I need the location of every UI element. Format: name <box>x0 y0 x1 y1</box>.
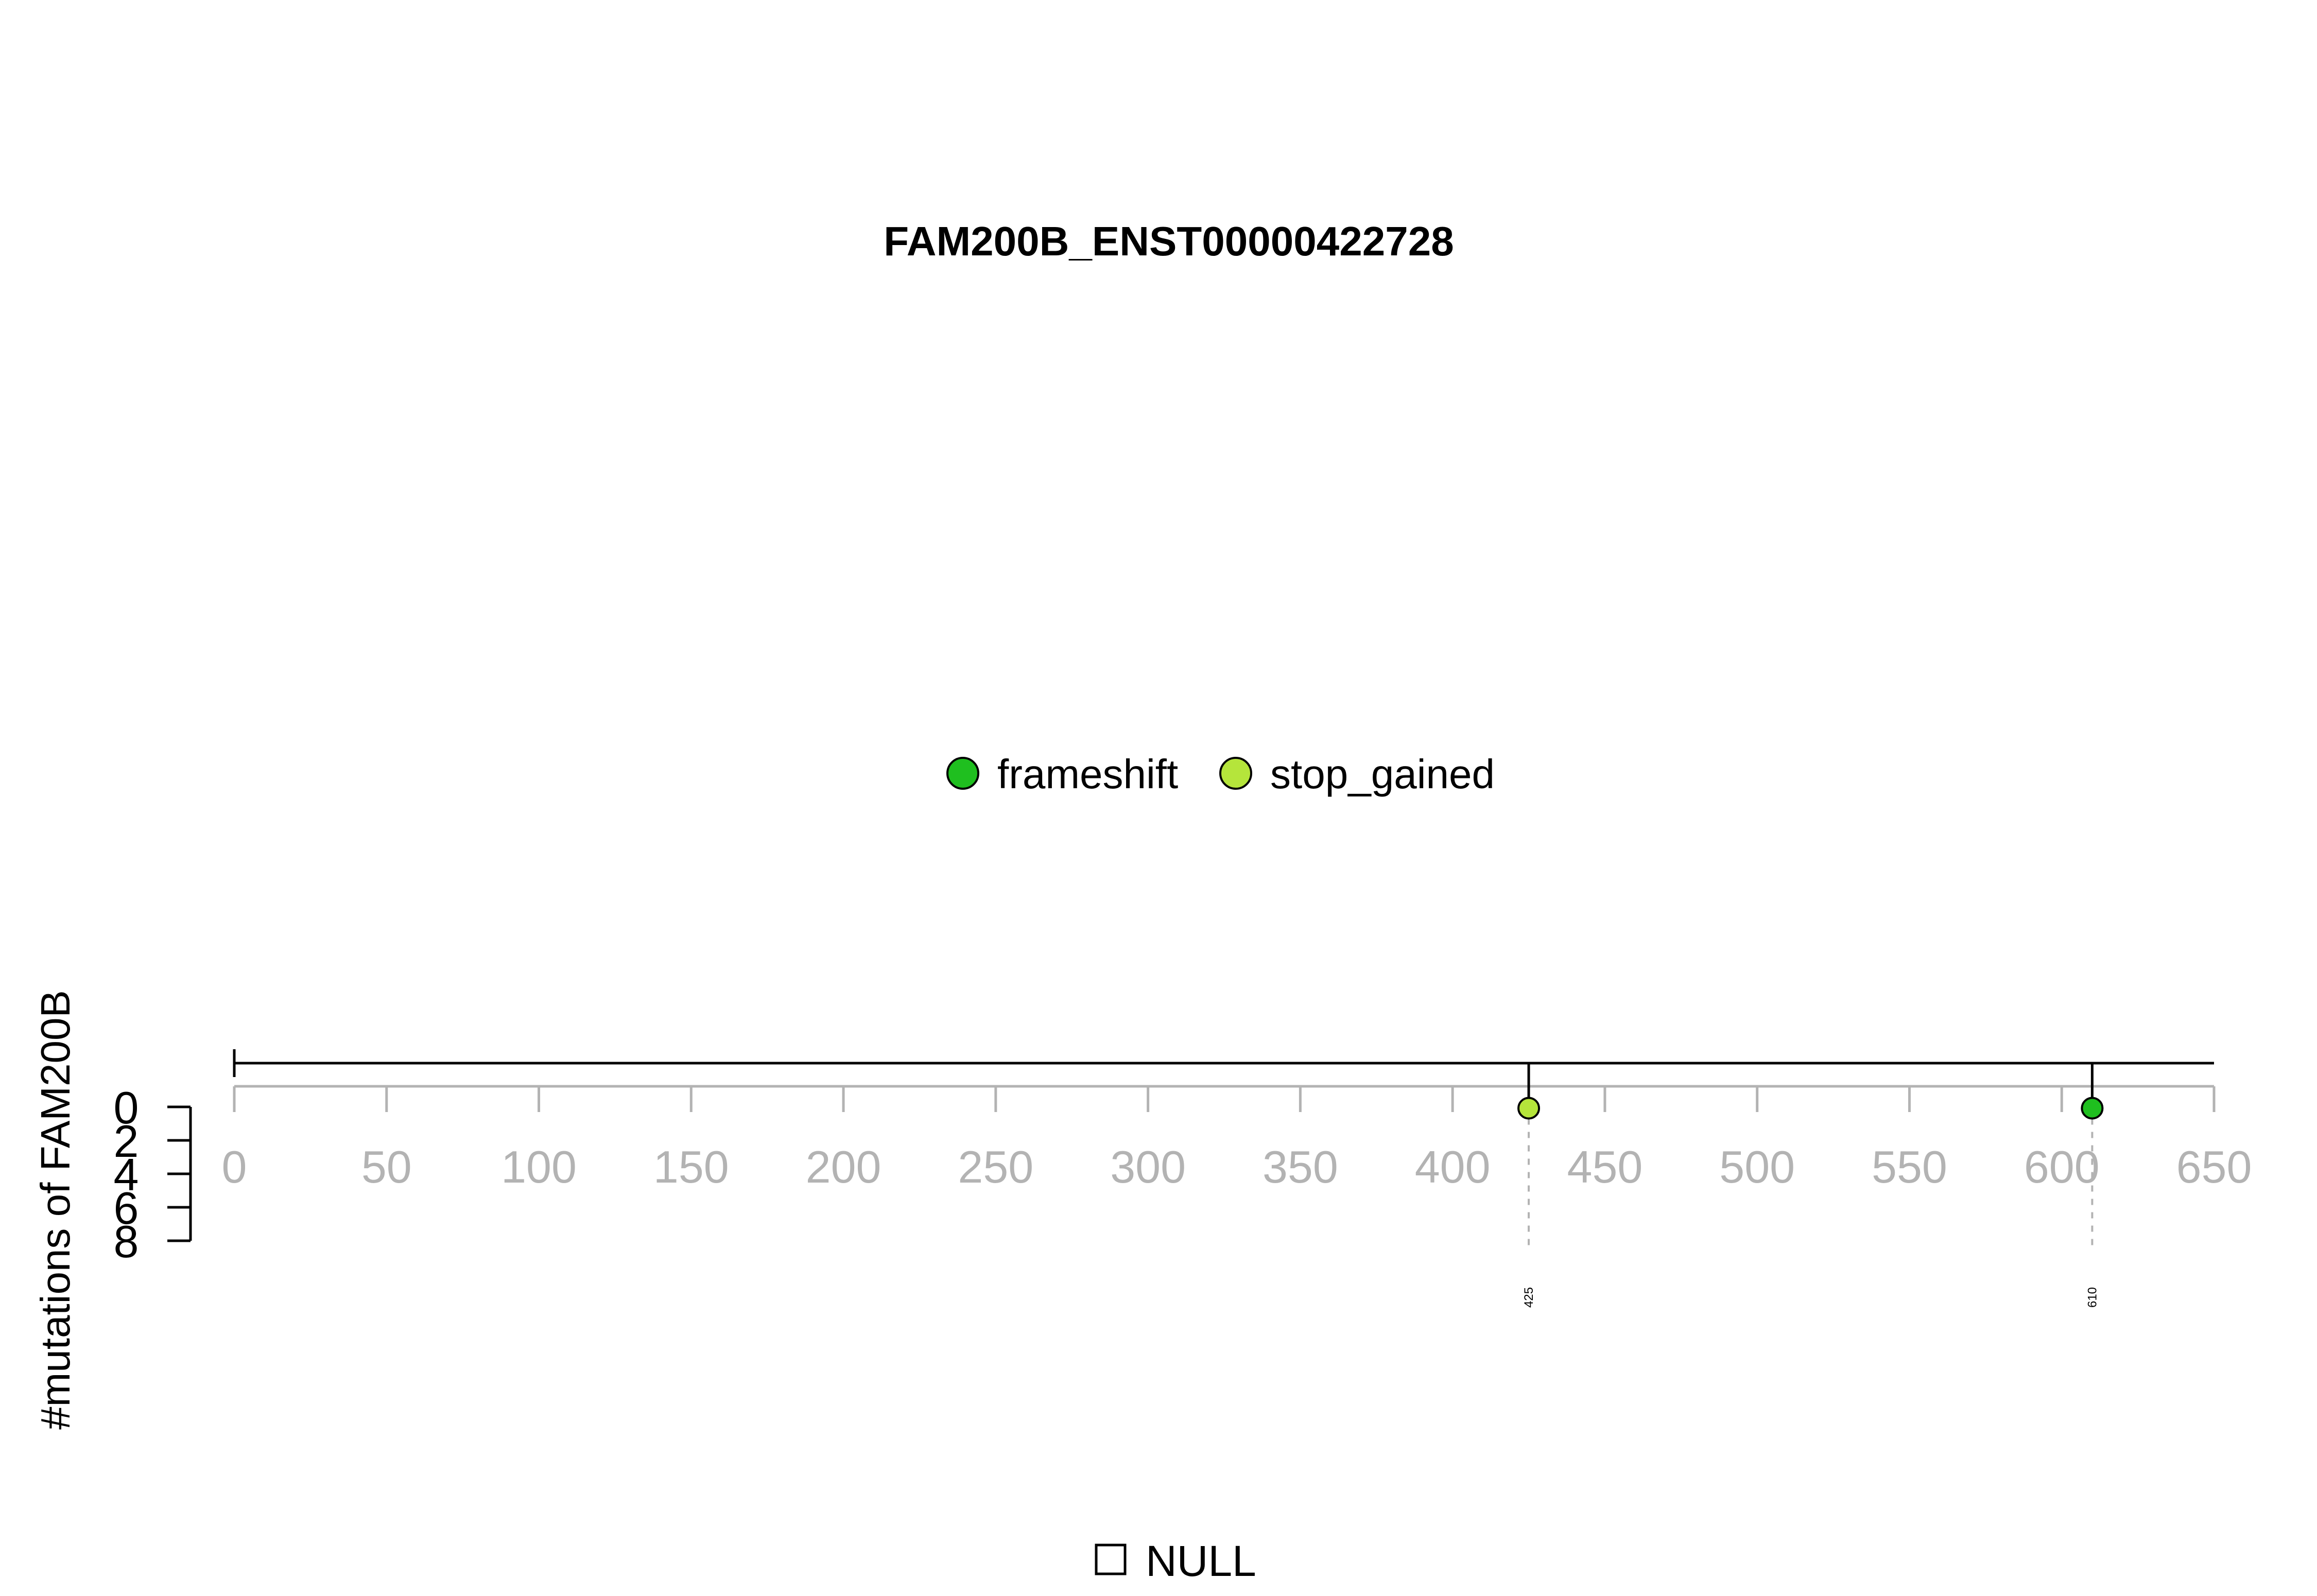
legend-marker-frameshift <box>946 757 979 790</box>
legend-marker-stop_gained <box>1219 757 1252 790</box>
mutation-position-label-425: 425 <box>1522 1287 1536 1308</box>
y-tick-label-0: 0 <box>114 1082 139 1133</box>
y-axis-label-group: #mutations of FAM200B <box>32 990 78 1430</box>
chart-title: FAM200B_ENST00000422728 <box>884 218 1454 264</box>
x-tick-label-50: 50 <box>361 1141 412 1192</box>
bottom-legend: NULL <box>1095 1537 1256 1585</box>
x-tick-label-150: 150 <box>653 1141 729 1192</box>
x-tick-label-200: 200 <box>806 1141 881 1192</box>
x-tick-label-0: 0 <box>222 1141 247 1192</box>
x-tick-label-300: 300 <box>1110 1141 1186 1192</box>
y-tick-label-4: 4 <box>114 1149 139 1200</box>
y-tick-label-6: 6 <box>114 1183 139 1234</box>
x-tick-label-550: 550 <box>1872 1141 1947 1192</box>
x-tick-label-600: 600 <box>2024 1141 2100 1192</box>
x-tick-label-450: 450 <box>1567 1141 1643 1192</box>
legend: frameshift stop_gained <box>946 751 1495 797</box>
y-tick-label-2: 2 <box>114 1116 139 1167</box>
x-tick-label-400: 400 <box>1415 1141 1491 1192</box>
legend-label-stop_gained: stop_gained <box>1270 751 1495 797</box>
null-legend-box <box>1095 1543 1127 1575</box>
y-axis-label: #mutations of FAM200B <box>32 990 78 1430</box>
null-legend-label: NULL <box>1146 1537 1256 1585</box>
mutation-position-label-610: 610 <box>2085 1287 2099 1308</box>
x-tick-label-250: 250 <box>958 1141 1033 1192</box>
legend-label-frameshift: frameshift <box>997 751 1178 797</box>
x-tick-label-650: 650 <box>2176 1141 2252 1192</box>
mutation-point-425 <box>1517 1097 1541 1120</box>
x-tick-label-500: 500 <box>1719 1141 1795 1192</box>
mutations: 425 610 <box>1517 1063 2104 1308</box>
x-tick-label-350: 350 <box>1263 1141 1338 1192</box>
y-tick-label-8: 8 <box>114 1216 139 1267</box>
mutation-point-610 <box>2081 1097 2104 1120</box>
protein-backbone <box>233 1049 2214 1077</box>
x-axis: 0 50 100 150 200 250 300 350 400 450 500 550 600 650 <box>222 1085 2252 1192</box>
x-tick-label-100: 100 <box>501 1141 577 1192</box>
